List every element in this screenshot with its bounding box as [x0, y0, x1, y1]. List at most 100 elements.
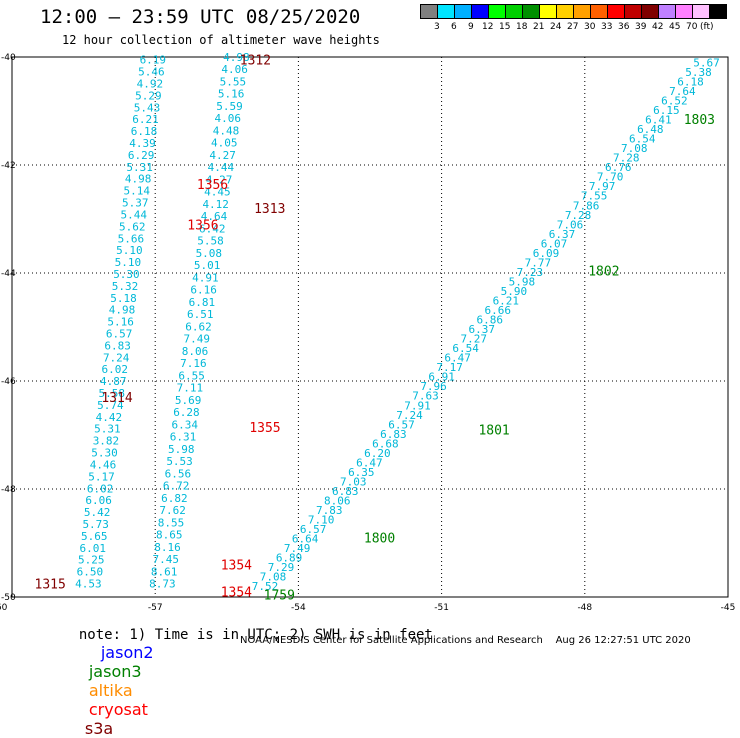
- x-tick-label: -60: [0, 603, 8, 613]
- colorbar-label: 18: [516, 22, 528, 32]
- wave-height-value: 4.98: [223, 51, 250, 64]
- wave-height-value: 6.47: [444, 352, 471, 365]
- wave-height-value: 4.91: [192, 271, 219, 284]
- wave-height-value: 6.21: [493, 294, 520, 307]
- wave-height-value: 6.83: [104, 339, 131, 352]
- colorbar-label: 42: [652, 22, 664, 32]
- wave-height-value: 5.37: [122, 197, 149, 210]
- wave-height-value: 7.63: [412, 390, 439, 403]
- pass-time-label: 1354: [221, 586, 252, 601]
- wave-height-value: 6.56: [165, 467, 192, 480]
- wave-height-value: 4.44: [208, 161, 235, 174]
- wave-height-value: 4.98: [125, 173, 152, 186]
- wave-height-value: 6.34: [171, 418, 198, 431]
- wave-height-value: 7.11: [177, 382, 204, 395]
- wave-height-value: 6.76: [605, 161, 632, 174]
- wave-height-value: 6.41: [645, 114, 672, 127]
- wave-height-value: 5.31: [94, 423, 121, 436]
- wave-height-value: 4.27: [206, 173, 233, 186]
- note-line: note: 1) Time is in UTC; 2) SWH is in fe…: [62, 611, 433, 738]
- wave-height-value: 6.31: [170, 431, 197, 444]
- wave-height-value: 4.45: [204, 186, 231, 199]
- wave-height-value: 5.43: [134, 101, 161, 114]
- wave-height-value: 7.55: [581, 190, 608, 203]
- wave-height-value: 8.06: [324, 494, 351, 507]
- wave-height-value: 8.06: [182, 345, 209, 358]
- wave-height-value: 8.65: [156, 529, 183, 542]
- wave-height-value: 5.46: [138, 66, 165, 79]
- colorbar-label: 24: [550, 22, 562, 32]
- y-tick-label: -40: [1, 53, 16, 63]
- wave-height-value: 5.01: [194, 259, 221, 272]
- wave-height-value: 7.08: [260, 571, 287, 584]
- wave-height-value: 5.66: [118, 232, 145, 245]
- wave-height-value: 7.03: [340, 475, 367, 488]
- wave-height-value: 6.09: [533, 247, 560, 260]
- wave-height-value: 5.58: [99, 387, 126, 400]
- wave-height-value: 6.72: [163, 480, 190, 493]
- wave-height-value: 6.47: [356, 456, 383, 469]
- wave-height-value: 8.61: [151, 565, 178, 578]
- wave-height-value: 5.16: [218, 88, 245, 101]
- wave-height-value: 6.86: [477, 314, 504, 327]
- wave-height-value: 4.06: [214, 112, 241, 125]
- wave-height-value: 7.52: [252, 580, 279, 593]
- sat-cryosat-label: cryosat: [88, 700, 148, 719]
- wave-height-value: 6.42: [199, 222, 226, 235]
- wave-height-value: 7.27: [460, 333, 487, 346]
- wave-height-value: 4.87: [100, 375, 127, 388]
- colorbar-label: 3: [434, 22, 440, 32]
- wave-height-value: 5.16: [107, 316, 134, 329]
- wave-height-value: 6.18: [677, 75, 704, 88]
- plot-area: -60 -57 -54 -51 -48 -45 -40 -42 -44 -46 -48 -50 6.19…: [0, 51, 735, 613]
- pass-time-label: 1759: [264, 588, 295, 603]
- pass-time-label: 1354: [221, 559, 252, 574]
- sat-jason2-label: jason2: [100, 643, 154, 662]
- wave-height-value: 6.18: [131, 125, 158, 138]
- chart-subtitle: 12 hour collection of altimeter wave hei…: [62, 33, 380, 47]
- wave-height-value: 5.69: [175, 394, 202, 407]
- wave-height-value: 7.96: [420, 380, 447, 393]
- colorbar-label: 70: [686, 22, 698, 32]
- colorbar-label: 6: [451, 22, 457, 32]
- wave-height-value: 6.02: [87, 482, 114, 495]
- wave-height-value: 4.92: [137, 78, 164, 91]
- y-tick-label: -50: [1, 593, 16, 603]
- wave-height-value: 4.05: [211, 137, 238, 150]
- wave-height-value: 5.38: [685, 66, 712, 79]
- wave-height-value: 6.83: [380, 428, 407, 441]
- sat-s3a-label: s3a: [84, 719, 114, 738]
- wave-height-value: 6.29: [128, 149, 155, 162]
- wave-height-value: 6.82: [161, 492, 188, 505]
- wave-height-value: 5.32: [112, 280, 139, 293]
- credit-line: NOAA/NESDIS Center for Satellite Applica…: [240, 635, 691, 646]
- x-tick-label: -48: [577, 603, 592, 613]
- wave-height-value: 5.90: [501, 285, 528, 298]
- wave-height-value: 6.28: [173, 406, 200, 419]
- wave-height-value: 7.10: [308, 514, 335, 527]
- colorbar-label: 33: [601, 22, 613, 32]
- colorbar-label: (ft): [700, 22, 714, 32]
- colorbar-label: 30: [584, 22, 596, 32]
- wave-height-value: 6.01: [80, 542, 107, 555]
- wave-height-value: 8.55: [158, 516, 185, 529]
- wave-height-value: 6.21: [132, 113, 159, 126]
- wave-height-value: 6.15: [653, 104, 680, 117]
- wave-height-value: 6.54: [452, 342, 479, 355]
- wave-height-value: 4.12: [202, 198, 229, 211]
- colorbar-label: 39: [635, 22, 647, 32]
- wave-height-value: 6.19: [140, 54, 167, 67]
- plot-frame: [11, 56, 729, 598]
- wave-height-value: 4.06: [221, 63, 248, 76]
- wave-height-value: 6.57: [388, 418, 415, 431]
- wave-height-value: 5.53: [166, 455, 193, 468]
- wave-height-value: 6.16: [190, 284, 217, 297]
- wave-height-value: 4.53: [75, 578, 102, 591]
- wave-height-value: 5.30: [113, 268, 140, 281]
- wave-height-value: 6.37: [468, 323, 495, 336]
- wave-height-value: 7.64: [669, 85, 696, 98]
- wave-height-value: 7.49: [284, 542, 311, 555]
- note-text: note: 1) Time is in UTC; 2) SWH is in fe…: [78, 627, 433, 643]
- wave-height-value: 7.45: [153, 553, 180, 566]
- wave-height-value: 4.42: [96, 411, 123, 424]
